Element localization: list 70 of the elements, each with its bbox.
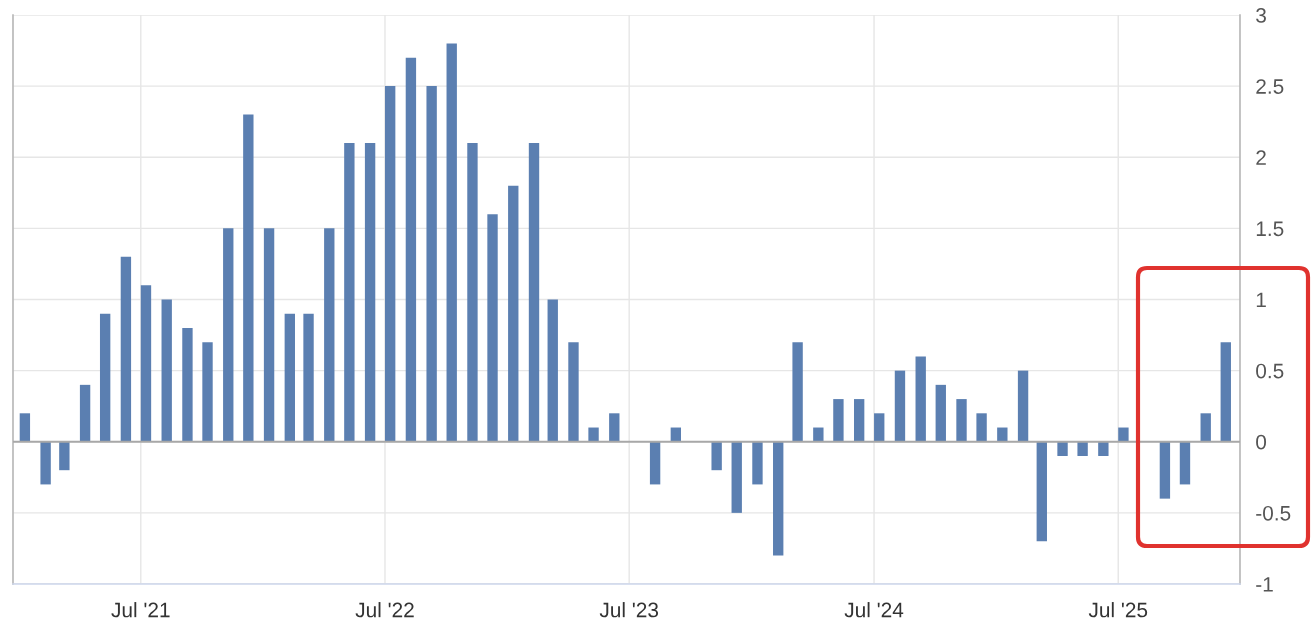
- bar: [99, 313, 111, 442]
- bar: [324, 228, 335, 442]
- bar: [1220, 342, 1231, 442]
- x-tick-label: Jul '25: [1088, 602, 1148, 618]
- bar: [833, 399, 844, 442]
- bar: [59, 441, 70, 471]
- y-tick-label: -1: [1256, 577, 1273, 592]
- bar: [446, 43, 457, 442]
- bar: [874, 413, 885, 442]
- y-tick-label: 2: [1256, 150, 1266, 165]
- bar: [364, 143, 376, 442]
- bar: [19, 413, 31, 442]
- bar: [853, 399, 865, 442]
- bar: [997, 427, 1008, 442]
- x-tick-label: Jul '24: [844, 602, 904, 618]
- bar: [487, 214, 498, 442]
- bar: [711, 441, 722, 471]
- y-tick-label: 1.5: [1256, 221, 1284, 237]
- y-tick-label: 2.5: [1256, 79, 1284, 94]
- y-tick-label: -0.5: [1256, 505, 1291, 521]
- bar: [223, 228, 234, 442]
- bar: [1179, 441, 1191, 485]
- bar: [1057, 441, 1068, 456]
- bar: [140, 285, 152, 442]
- bar: [894, 370, 906, 442]
- bar: [79, 384, 91, 442]
- bar: [588, 427, 599, 442]
- bar: [752, 441, 763, 485]
- bar: [182, 327, 193, 442]
- x-tick-label: Jul '21: [111, 602, 170, 618]
- bar: [202, 342, 213, 442]
- bar: [467, 143, 478, 442]
- bar: [384, 86, 396, 442]
- y-tick-label: 1: [1256, 292, 1266, 308]
- bar: [649, 441, 661, 485]
- bar: [303, 313, 314, 442]
- bar: [773, 441, 784, 556]
- bar: [1098, 441, 1109, 456]
- bar: [915, 356, 926, 442]
- bar: [405, 57, 417, 442]
- bar: [976, 413, 987, 442]
- bar: [120, 256, 132, 442]
- bar: [40, 441, 51, 485]
- bar: [568, 342, 579, 442]
- bar: [528, 143, 540, 442]
- bar: [1077, 441, 1088, 456]
- bar: [956, 399, 967, 442]
- bar: [263, 228, 275, 442]
- bar: [813, 427, 824, 442]
- y-tick-label: 3: [1256, 8, 1266, 23]
- x-tick-label: Jul '22: [355, 602, 414, 618]
- bar: [284, 313, 295, 442]
- bar: [935, 384, 946, 442]
- y-tick-label: 0.5: [1256, 363, 1284, 379]
- bar: [508, 185, 519, 442]
- bar: [609, 413, 620, 442]
- bar: [547, 299, 558, 442]
- bar: [1017, 370, 1029, 442]
- y-tick-label: 0: [1256, 434, 1267, 450]
- bar: [1159, 441, 1171, 499]
- bar: [161, 299, 172, 442]
- x-tick-label: Jul '23: [599, 602, 659, 618]
- bar: [1200, 413, 1211, 442]
- bar: [243, 114, 254, 442]
- bar: [1036, 441, 1047, 542]
- bar: [1118, 427, 1129, 442]
- bar: [426, 86, 437, 442]
- bar: [344, 143, 355, 442]
- bar: [731, 441, 742, 513]
- bar: [792, 342, 803, 442]
